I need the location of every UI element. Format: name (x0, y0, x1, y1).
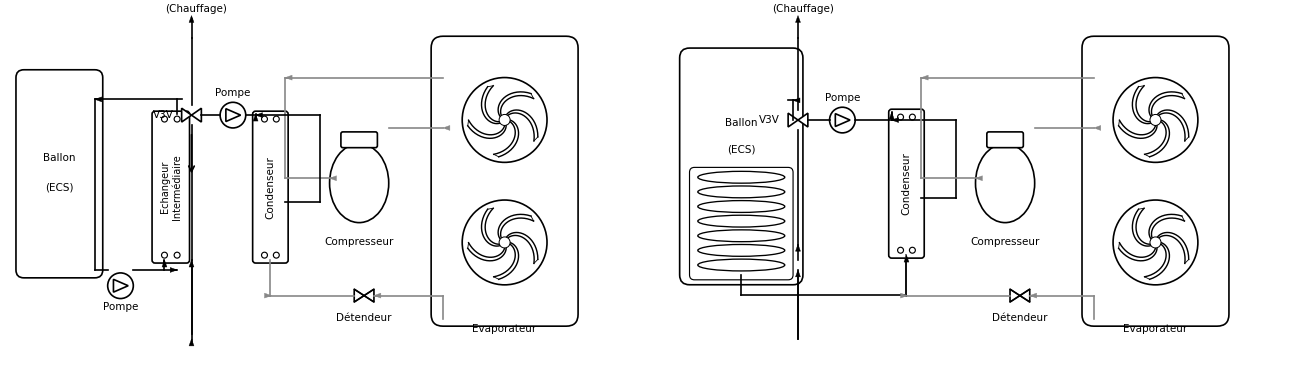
FancyBboxPatch shape (986, 132, 1023, 148)
FancyBboxPatch shape (1082, 36, 1229, 326)
Polygon shape (798, 113, 808, 127)
Text: Echangeur
Intermédiaire: Echangeur Intermédiaire (160, 154, 182, 220)
Polygon shape (170, 268, 177, 272)
Polygon shape (1010, 289, 1020, 302)
Text: Evaporateur: Evaporateur (473, 324, 537, 334)
FancyBboxPatch shape (431, 36, 578, 326)
Polygon shape (1094, 126, 1100, 130)
Circle shape (829, 107, 855, 133)
FancyBboxPatch shape (341, 132, 377, 148)
Polygon shape (892, 117, 899, 123)
Polygon shape (921, 75, 929, 80)
Text: (Chauffage): (Chauffage) (772, 4, 834, 14)
Polygon shape (253, 114, 258, 121)
Polygon shape (364, 289, 373, 302)
FancyBboxPatch shape (16, 70, 102, 278)
Polygon shape (182, 108, 191, 122)
Polygon shape (976, 176, 982, 181)
Text: Compresseur: Compresseur (325, 237, 394, 247)
Polygon shape (265, 293, 271, 298)
Polygon shape (189, 260, 194, 267)
Text: Ballon: Ballon (724, 118, 757, 128)
Polygon shape (889, 112, 895, 119)
Polygon shape (795, 15, 800, 22)
Polygon shape (904, 255, 909, 262)
Text: (ECS): (ECS) (727, 144, 756, 154)
Polygon shape (793, 98, 800, 103)
FancyBboxPatch shape (888, 109, 925, 258)
Text: Détendeur: Détendeur (992, 313, 1048, 323)
Circle shape (107, 273, 134, 298)
Ellipse shape (976, 144, 1035, 223)
Text: Ballon: Ballon (43, 153, 76, 163)
Polygon shape (189, 339, 194, 346)
Circle shape (1114, 77, 1197, 162)
Polygon shape (1030, 293, 1036, 298)
Text: Détendeur: Détendeur (337, 313, 392, 323)
Polygon shape (373, 293, 381, 298)
Polygon shape (443, 126, 449, 130)
Polygon shape (900, 293, 908, 298)
Polygon shape (789, 113, 798, 127)
Circle shape (499, 237, 510, 248)
Polygon shape (286, 75, 292, 80)
Polygon shape (795, 270, 800, 277)
Circle shape (1150, 115, 1161, 126)
Polygon shape (1020, 289, 1030, 302)
Polygon shape (191, 108, 202, 122)
Text: Compresseur: Compresseur (971, 237, 1040, 247)
Circle shape (499, 115, 510, 126)
Ellipse shape (330, 144, 389, 223)
Polygon shape (94, 97, 102, 102)
Polygon shape (189, 15, 194, 22)
FancyBboxPatch shape (680, 48, 803, 285)
FancyBboxPatch shape (253, 111, 288, 263)
Text: Pompe: Pompe (825, 93, 861, 103)
Text: Pompe: Pompe (102, 302, 138, 312)
Circle shape (462, 200, 548, 285)
Polygon shape (354, 289, 364, 302)
Polygon shape (795, 244, 800, 251)
Polygon shape (162, 260, 166, 267)
Text: (ECS): (ECS) (45, 182, 73, 192)
Text: Condenseur: Condenseur (266, 156, 275, 219)
Text: Pompe: Pompe (215, 88, 250, 98)
Circle shape (1150, 237, 1161, 248)
FancyBboxPatch shape (152, 111, 190, 263)
Text: Condenseur: Condenseur (901, 152, 912, 215)
Circle shape (1114, 200, 1197, 285)
Circle shape (462, 77, 548, 162)
Text: (Chauffage): (Chauffage) (165, 4, 228, 14)
Circle shape (220, 102, 246, 128)
Text: V3V: V3V (153, 110, 174, 120)
Text: V3V: V3V (760, 115, 781, 125)
Polygon shape (330, 176, 337, 181)
Polygon shape (255, 113, 262, 117)
Text: Evaporateur: Evaporateur (1124, 324, 1188, 334)
